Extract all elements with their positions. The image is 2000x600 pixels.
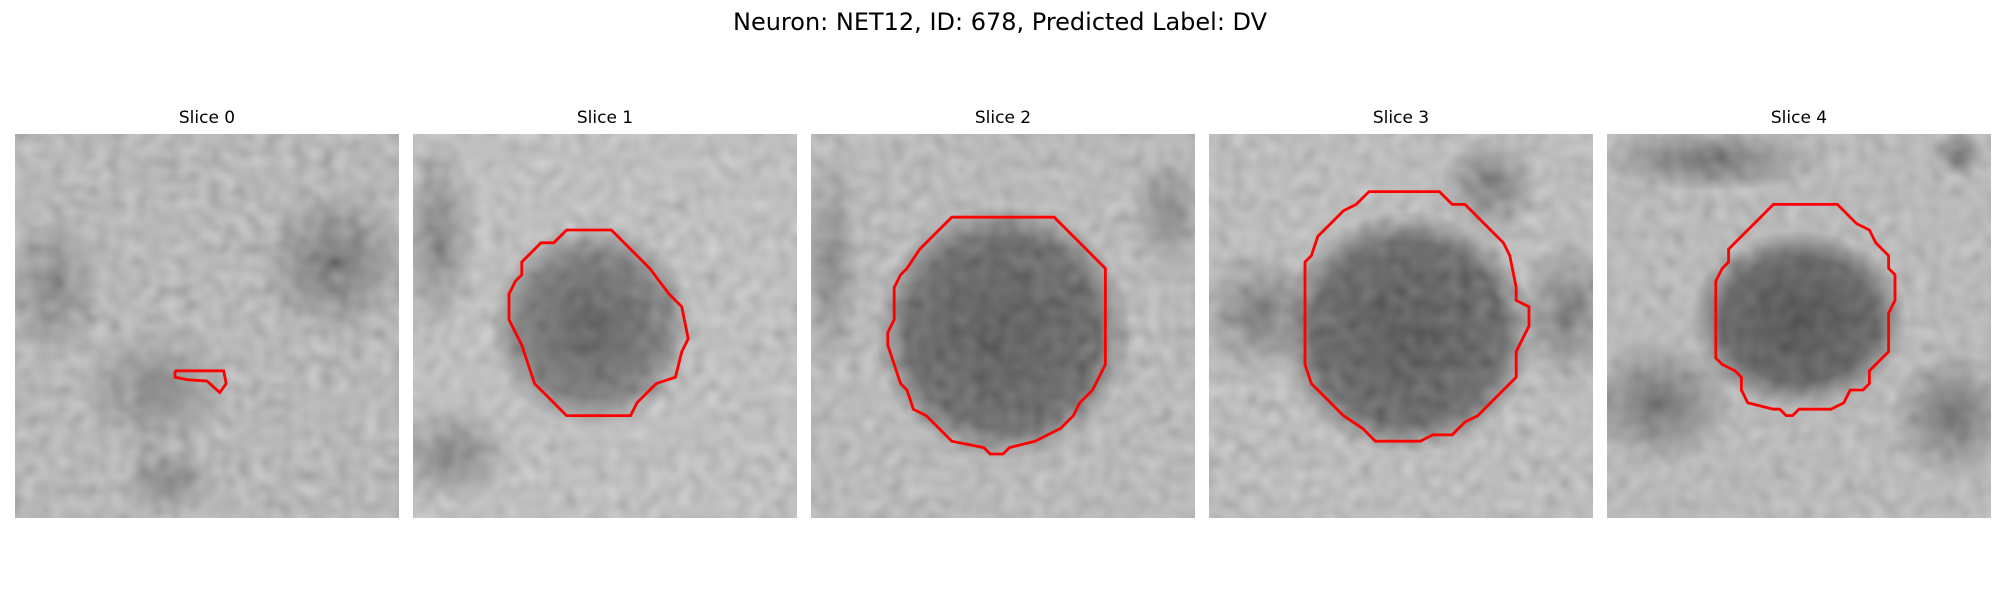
slice-image-4	[1607, 134, 1991, 518]
slice-title-4: Slice 4	[1770, 108, 1828, 128]
slice-title-0: Slice 0	[178, 108, 236, 128]
slice-title-2: Slice 2	[974, 108, 1032, 128]
slice-image-3	[1209, 134, 1593, 518]
contour-1	[507, 228, 690, 418]
figure-title: Neuron: NET12, ID: 678, Predicted Label:…	[732, 8, 1268, 36]
slice-title-1: Slice 1	[576, 108, 634, 128]
slice-image-1	[413, 134, 797, 518]
slice-image-0	[15, 134, 399, 518]
slice-title-3: Slice 3	[1372, 108, 1430, 128]
contour-3	[1303, 190, 1531, 443]
contour-4	[1714, 202, 1897, 418]
contour-0	[173, 369, 228, 395]
slice-image-2	[811, 134, 1195, 518]
contour-2	[886, 215, 1107, 456]
